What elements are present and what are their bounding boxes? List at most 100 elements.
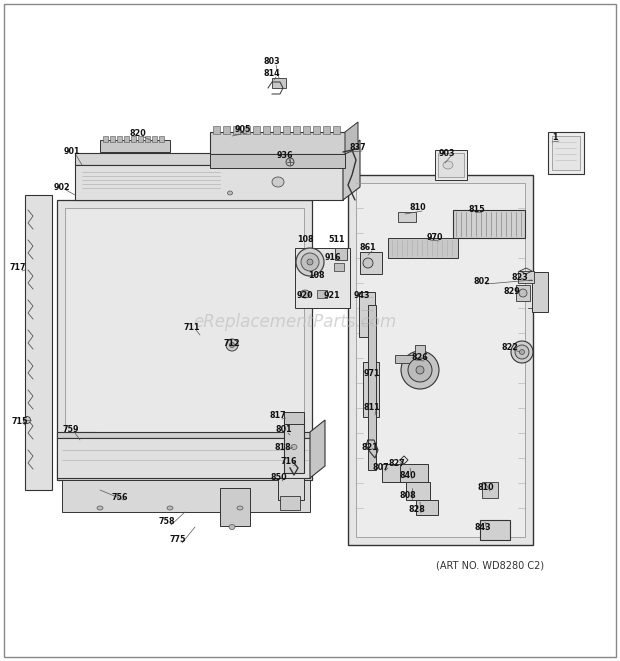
Text: 861: 861	[360, 243, 376, 253]
Text: 905: 905	[235, 126, 251, 134]
Text: 970: 970	[427, 233, 443, 243]
Text: 807: 807	[373, 463, 389, 473]
Bar	[382, 464, 402, 482]
Text: 971: 971	[364, 369, 380, 379]
Bar	[359, 292, 375, 337]
Bar	[280, 496, 300, 510]
Text: eReplacementParts.com: eReplacementParts.com	[193, 313, 397, 331]
Text: 775: 775	[170, 535, 186, 545]
Bar	[253, 126, 260, 134]
Bar	[334, 263, 344, 271]
Text: 711: 711	[184, 323, 200, 332]
Bar	[295, 248, 350, 308]
Text: 829: 829	[503, 286, 520, 295]
Bar	[415, 345, 425, 363]
Ellipse shape	[272, 177, 284, 187]
Bar	[57, 200, 312, 480]
Text: 916: 916	[325, 253, 341, 262]
Bar	[284, 412, 304, 424]
Bar	[145, 136, 150, 142]
Bar	[313, 126, 320, 134]
Ellipse shape	[307, 259, 313, 265]
Bar	[103, 136, 108, 142]
Bar	[210, 132, 345, 154]
Bar	[138, 136, 143, 142]
Text: 828: 828	[409, 506, 425, 514]
Bar	[532, 272, 548, 312]
Bar	[272, 78, 286, 88]
Bar	[110, 136, 115, 142]
Bar	[62, 480, 310, 512]
Bar	[303, 126, 310, 134]
Ellipse shape	[300, 290, 310, 298]
Ellipse shape	[401, 351, 439, 389]
Ellipse shape	[291, 444, 297, 449]
Text: 108: 108	[308, 270, 324, 280]
Bar	[516, 285, 530, 301]
Bar	[548, 132, 584, 174]
Bar	[243, 126, 250, 134]
Bar	[333, 126, 340, 134]
Bar	[482, 482, 498, 498]
Text: 840: 840	[400, 471, 416, 481]
Polygon shape	[343, 140, 360, 200]
Ellipse shape	[97, 506, 103, 510]
Text: 814: 814	[264, 69, 280, 79]
Bar	[283, 126, 290, 134]
Bar	[263, 126, 270, 134]
Text: 903: 903	[439, 149, 455, 157]
Text: 810: 810	[410, 204, 427, 212]
Bar	[278, 478, 304, 500]
Bar	[453, 210, 525, 238]
Text: 820: 820	[130, 128, 146, 137]
Ellipse shape	[511, 341, 533, 363]
Text: 715: 715	[12, 418, 29, 426]
Bar	[368, 305, 376, 470]
Text: 826: 826	[412, 354, 428, 362]
Text: 843: 843	[475, 522, 491, 531]
Polygon shape	[57, 438, 310, 478]
Ellipse shape	[229, 524, 235, 529]
Ellipse shape	[286, 158, 294, 166]
Polygon shape	[25, 195, 52, 490]
Bar	[348, 175, 533, 545]
Text: 822: 822	[502, 342, 518, 352]
Text: 827: 827	[389, 459, 405, 469]
Text: 850: 850	[271, 473, 287, 483]
Bar	[117, 136, 122, 142]
Bar	[552, 136, 580, 170]
Text: 756: 756	[112, 492, 128, 502]
Bar	[220, 488, 250, 526]
Ellipse shape	[515, 345, 529, 359]
Bar	[213, 126, 220, 134]
Polygon shape	[75, 153, 343, 165]
Bar	[284, 418, 304, 473]
Bar	[438, 153, 464, 177]
Text: 716: 716	[281, 457, 297, 467]
Ellipse shape	[167, 506, 173, 510]
Ellipse shape	[408, 358, 432, 382]
Text: 712: 712	[224, 338, 241, 348]
Text: 808: 808	[400, 492, 417, 500]
Ellipse shape	[24, 416, 30, 424]
Text: 920: 920	[297, 290, 313, 299]
Bar	[398, 212, 416, 222]
Bar	[400, 464, 428, 482]
Text: 717: 717	[10, 264, 26, 272]
Bar	[388, 238, 458, 258]
Text: 818: 818	[275, 442, 291, 451]
Bar	[65, 208, 304, 472]
Bar	[100, 140, 170, 152]
Text: 921: 921	[324, 290, 340, 299]
Bar	[480, 520, 510, 540]
Text: 936: 936	[277, 151, 293, 161]
Bar	[317, 290, 327, 298]
Bar	[131, 136, 136, 142]
Ellipse shape	[363, 258, 373, 268]
Text: 823: 823	[512, 272, 528, 282]
Bar	[152, 136, 157, 142]
Text: 801: 801	[276, 426, 292, 434]
Polygon shape	[75, 165, 343, 200]
Bar	[416, 500, 438, 515]
Bar	[72, 432, 96, 474]
